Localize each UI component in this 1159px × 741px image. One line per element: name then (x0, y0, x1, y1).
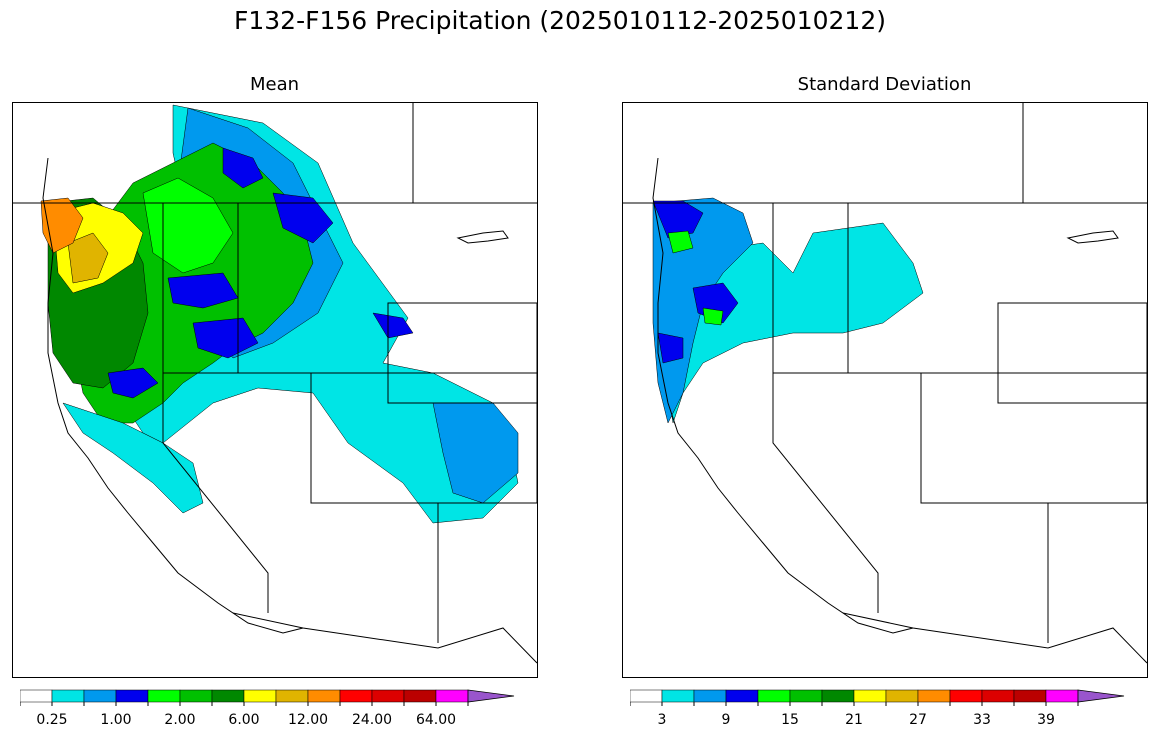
colorbar-segment (275, 689, 309, 703)
mean-fill-blue-dark-6 (107, 367, 159, 399)
colorbar-segment (853, 689, 887, 703)
mean-fill-blue-east (432, 402, 519, 504)
colorbar-tick-label: 21 (845, 712, 863, 728)
colorbar-tick-label: 15 (781, 712, 799, 728)
stddev-fill-cyan (662, 222, 924, 424)
colorbar-stddev: 3 9 15 21 27 33 39 (630, 688, 1150, 730)
panel-title-mean: Mean (249, 74, 300, 95)
mean-fill-blue-dark-3 (167, 272, 239, 309)
colorbar-segment (179, 689, 213, 703)
colorbar-segment (693, 689, 727, 703)
stddev-fill-green (667, 230, 694, 254)
stddev-fill-blue-dark-1 (652, 200, 704, 239)
colorbar-extend-arrow (467, 689, 515, 703)
stddev-fill-green-2 (702, 307, 724, 326)
colorbar-tick-label: 33 (973, 712, 991, 728)
colorbar-segment (725, 689, 759, 703)
colorbar-segment (789, 689, 823, 703)
stddev-state-wy (997, 302, 1147, 404)
colorbar-segment (949, 689, 983, 703)
mean-state-ut (310, 373, 439, 643)
colorbar-segment (1045, 689, 1079, 703)
stddev-mexico-border (842, 612, 1147, 664)
colorbar-segment (630, 689, 663, 703)
colorbar-tick-label: 39 (1037, 712, 1055, 728)
colorbar-segment (403, 689, 437, 703)
colorbar-tick-label: 24.00 (352, 712, 392, 728)
mean-fill-blue-dark-5 (372, 312, 414, 339)
map-stddev (622, 102, 1148, 678)
colorbar-segment (243, 689, 277, 703)
colorbar-tick-label: 1.00 (100, 712, 131, 728)
panel-title-stddev: Standard Deviation (797, 74, 972, 95)
colorbar-segment (51, 689, 85, 703)
colorbar-segment (917, 689, 951, 703)
colorbar-segment (211, 689, 245, 703)
stddev-state-nv (772, 373, 879, 613)
mean-boundaries (13, 103, 537, 664)
colorbar-tick-label: 64.00 (416, 712, 456, 728)
mean-fill-orange (40, 197, 84, 254)
mean-mexico-border (232, 612, 537, 664)
stddev-fills (652, 197, 924, 424)
mean-fill-gold (67, 232, 109, 284)
mean-fill-blue-dark-2 (272, 192, 334, 244)
colorbar-segment (435, 689, 469, 703)
figure-title: F132-F156 Precipitation (2025010112-2025… (233, 6, 886, 35)
colorbar-stddev-svg: 3 9 15 21 27 33 39 (630, 689, 1125, 728)
stddev-fill-blue-light (652, 197, 754, 424)
colorbar-tick-label: 9 (722, 712, 731, 728)
colorbar-tick-label: 3 (658, 712, 667, 728)
colorbar-tick-label: 0.25 (36, 712, 67, 728)
mean-state-co (438, 402, 537, 504)
colorbar-segment (307, 689, 341, 703)
colorbar-segment (83, 689, 117, 703)
colorbar-segment (757, 689, 791, 703)
mean-precip-fills (40, 104, 519, 524)
mean-state-nv (162, 373, 269, 613)
colorbar-tick-label: 12.00 (288, 712, 328, 728)
colorbar-segment (147, 689, 181, 703)
colorbar-tick-label: 2.00 (164, 712, 195, 728)
colorbar-segment (1013, 689, 1047, 703)
mean-fill-blue-dark-4 (192, 317, 259, 359)
stddev-fill-blue-dark-3 (657, 332, 684, 364)
colorbar-segment (20, 689, 53, 703)
colorbar-tick-label: 6.00 (228, 712, 259, 728)
colorbar-extend-arrow (1077, 689, 1125, 703)
mean-fill-blue-dark-1 (222, 147, 264, 189)
stddev-boundaries (623, 103, 1147, 664)
mean-fill-green-bright (142, 177, 234, 274)
mean-state-wy (387, 302, 537, 404)
map-stddev-svg (623, 103, 1147, 664)
mean-lake (456, 230, 509, 244)
colorbar-mean-svg: 0.25 1.00 2.00 6.00 12.00 24.00 64.00 (20, 689, 515, 728)
stddev-state-co (1048, 402, 1147, 504)
mean-fill-cyan-south (62, 402, 204, 514)
map-mean (12, 102, 538, 678)
colorbar-segment (821, 689, 855, 703)
stddev-lake (1066, 230, 1119, 244)
colorbar-segment (371, 689, 405, 703)
colorbar-segment (339, 689, 373, 703)
colorbar-segment (981, 689, 1015, 703)
stddev-state-ut (920, 373, 1049, 643)
map-mean-svg (13, 103, 537, 664)
colorbar-segment (661, 689, 695, 703)
colorbar-segment (885, 689, 919, 703)
colorbar-mean: 0.25 1.00 2.00 6.00 12.00 24.00 64.00 (20, 688, 540, 730)
colorbar-tick-label: 27 (909, 712, 927, 728)
colorbar-segment (115, 689, 149, 703)
